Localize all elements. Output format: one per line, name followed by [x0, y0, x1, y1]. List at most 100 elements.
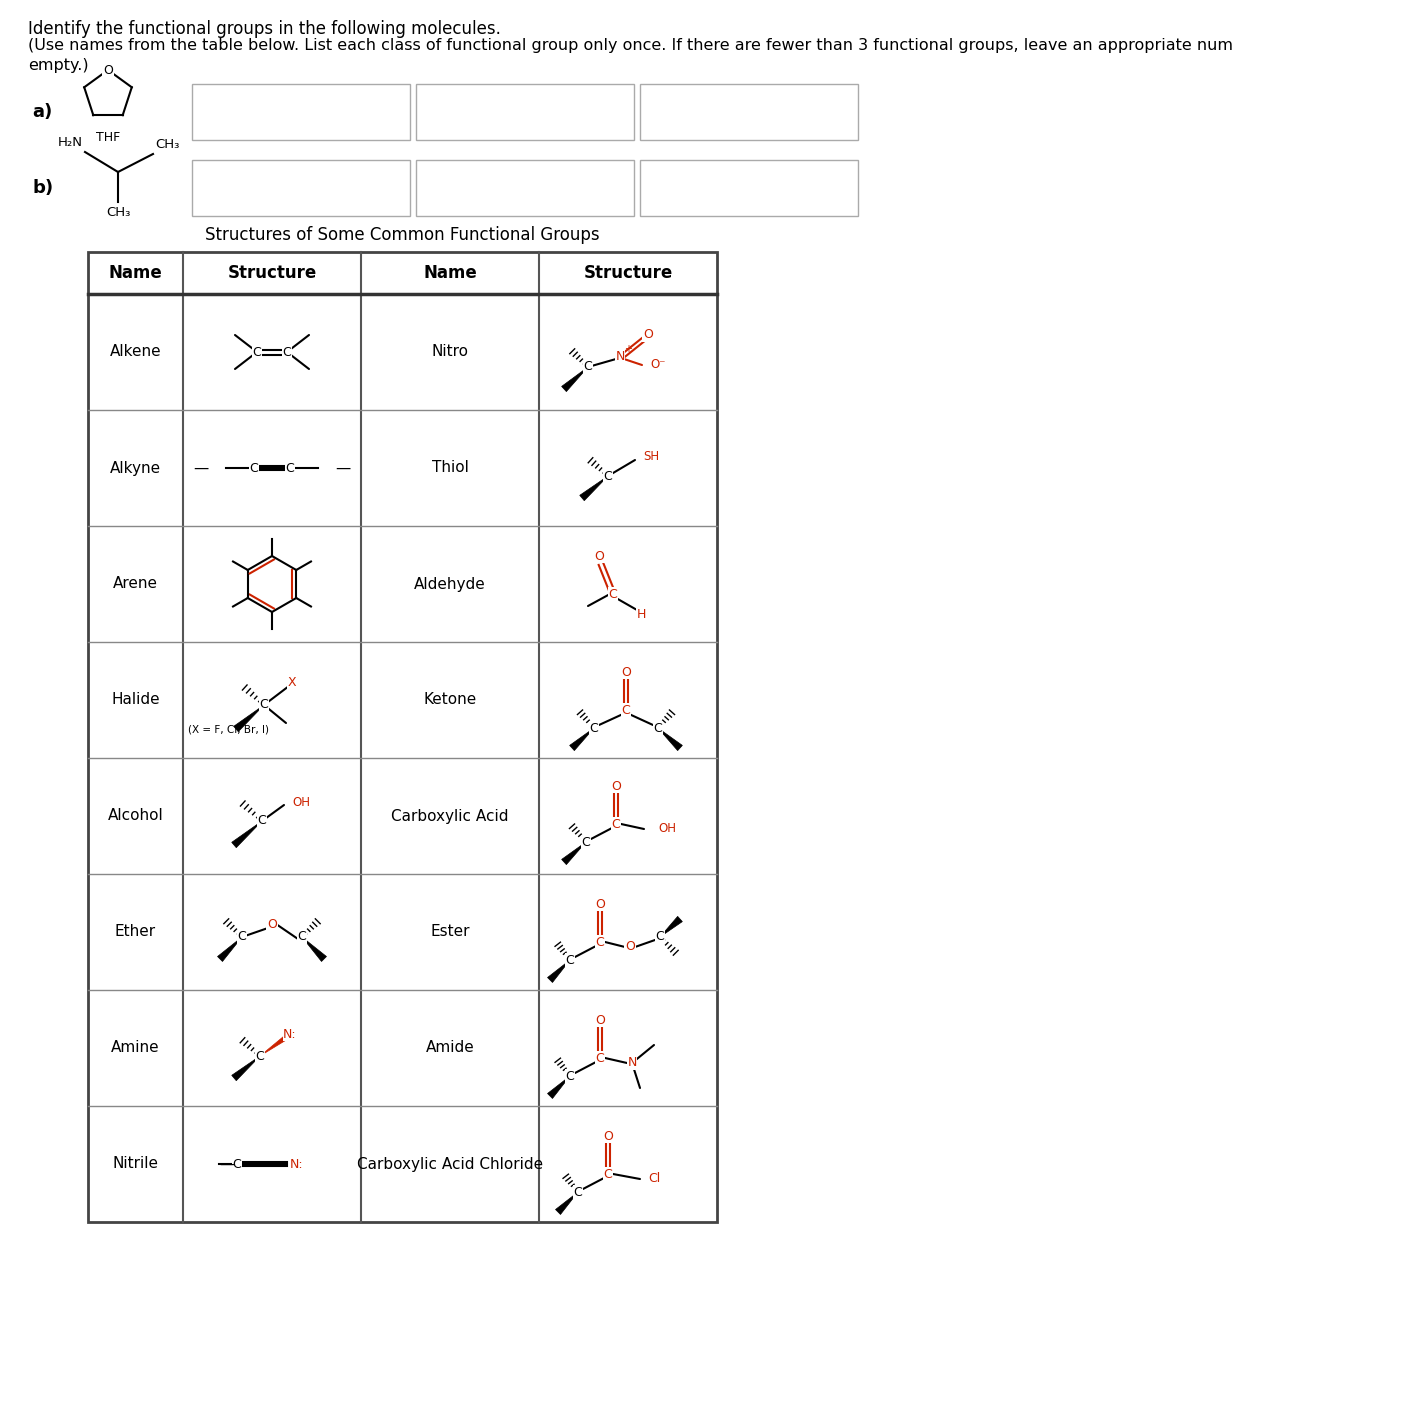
- Text: Nitro: Nitro: [432, 344, 469, 360]
- Bar: [193, 160, 411, 217]
- Text: C: C: [256, 1049, 265, 1063]
- Bar: [640, 84, 858, 141]
- Text: X: X: [287, 676, 296, 689]
- Text: —: —: [219, 1157, 235, 1171]
- Text: O⁻: O⁻: [650, 359, 666, 371]
- Text: +: +: [624, 344, 632, 354]
- Text: C: C: [583, 360, 592, 374]
- Text: —: —: [336, 461, 351, 475]
- Text: CH₃: CH₃: [106, 207, 130, 219]
- Polygon shape: [579, 477, 607, 501]
- Text: C: C: [238, 931, 246, 943]
- Polygon shape: [548, 1076, 571, 1098]
- Text: C: C: [612, 817, 620, 831]
- Text: C: C: [573, 1185, 582, 1198]
- Text: Halide: Halide: [112, 693, 160, 707]
- Polygon shape: [232, 1056, 261, 1081]
- Text: C: C: [654, 721, 663, 734]
- Text: Structures of Some Common Functional Groups: Structures of Some Common Functional Gro…: [205, 226, 600, 245]
- Text: b): b): [33, 179, 54, 197]
- Text: C: C: [565, 1070, 575, 1083]
- Text: Carboxylic Acid: Carboxylic Acid: [391, 808, 508, 824]
- Text: Structure: Structure: [228, 264, 317, 283]
- Text: C: C: [603, 470, 612, 482]
- Text: a): a): [33, 103, 52, 121]
- Text: SH: SH: [643, 450, 658, 463]
- Text: Alcohol: Alcohol: [108, 808, 163, 824]
- Text: C: C: [283, 346, 292, 359]
- Text: O: O: [612, 779, 622, 793]
- Text: O: O: [595, 550, 605, 562]
- Text: Alkyne: Alkyne: [110, 461, 161, 475]
- Bar: [416, 84, 634, 141]
- Text: Identify the functional groups in the following molecules.: Identify the functional groups in the fo…: [28, 20, 501, 38]
- Text: empty.): empty.): [28, 58, 89, 73]
- Text: Cl: Cl: [649, 1173, 660, 1185]
- Text: OH: OH: [292, 797, 310, 810]
- Text: O: O: [103, 63, 113, 76]
- Polygon shape: [218, 936, 242, 962]
- Polygon shape: [261, 1033, 289, 1056]
- Text: H₂N: H₂N: [58, 136, 84, 149]
- Text: Ester: Ester: [430, 925, 470, 939]
- Polygon shape: [660, 917, 683, 936]
- Text: C: C: [609, 588, 617, 600]
- Text: N:: N:: [290, 1157, 304, 1171]
- Text: C: C: [582, 835, 590, 848]
- Text: C: C: [656, 931, 664, 943]
- Text: Carboxylic Acid Chloride: Carboxylic Acid Chloride: [357, 1157, 544, 1171]
- Text: C: C: [297, 931, 306, 943]
- Text: THF: THF: [96, 131, 120, 143]
- Text: O: O: [595, 1014, 605, 1026]
- Text: C: C: [622, 703, 630, 717]
- Polygon shape: [548, 960, 571, 983]
- Text: Structure: Structure: [583, 264, 673, 283]
- Bar: [193, 84, 411, 141]
- Text: O: O: [643, 329, 653, 342]
- Text: C: C: [603, 1167, 612, 1181]
- Polygon shape: [562, 367, 588, 392]
- Text: Ether: Ether: [115, 925, 156, 939]
- Text: Arene: Arene: [113, 576, 159, 592]
- Text: Thiol: Thiol: [432, 461, 469, 475]
- Text: C: C: [596, 1052, 605, 1064]
- Text: Amide: Amide: [426, 1040, 474, 1056]
- Text: OH: OH: [658, 823, 675, 835]
- Text: C: C: [596, 935, 605, 949]
- Text: Amine: Amine: [112, 1040, 160, 1056]
- Text: Name: Name: [109, 264, 163, 283]
- Polygon shape: [234, 704, 263, 731]
- Text: C: C: [258, 814, 266, 828]
- Polygon shape: [555, 1192, 578, 1215]
- Text: Alkene: Alkene: [109, 344, 161, 360]
- Text: Nitrile: Nitrile: [112, 1157, 159, 1171]
- Text: N: N: [616, 350, 624, 364]
- Text: O: O: [603, 1129, 613, 1143]
- Text: O: O: [268, 918, 278, 931]
- Text: N:: N:: [283, 1028, 297, 1040]
- Polygon shape: [569, 728, 593, 751]
- Text: O: O: [622, 665, 632, 679]
- Text: H: H: [636, 607, 646, 620]
- Text: CH₃: CH₃: [154, 138, 180, 150]
- Text: C: C: [259, 699, 269, 711]
- Text: N: N: [627, 1056, 637, 1070]
- Polygon shape: [562, 842, 586, 865]
- Bar: [640, 160, 858, 217]
- Text: Aldehyde: Aldehyde: [413, 576, 486, 592]
- Text: C: C: [252, 346, 262, 359]
- Text: Name: Name: [423, 264, 477, 283]
- Text: C: C: [589, 721, 599, 734]
- Text: C: C: [232, 1157, 241, 1171]
- Bar: [88, 252, 716, 1222]
- Text: C: C: [286, 461, 295, 474]
- Text: C: C: [249, 461, 258, 474]
- Text: (X = F, Cl, Br, I): (X = F, Cl, Br, I): [188, 724, 269, 734]
- Text: Ketone: Ketone: [423, 693, 477, 707]
- Bar: [416, 160, 634, 217]
- Text: O: O: [595, 897, 605, 911]
- Polygon shape: [302, 936, 327, 962]
- Polygon shape: [232, 821, 262, 848]
- Text: O: O: [624, 941, 634, 953]
- Text: —: —: [193, 461, 208, 475]
